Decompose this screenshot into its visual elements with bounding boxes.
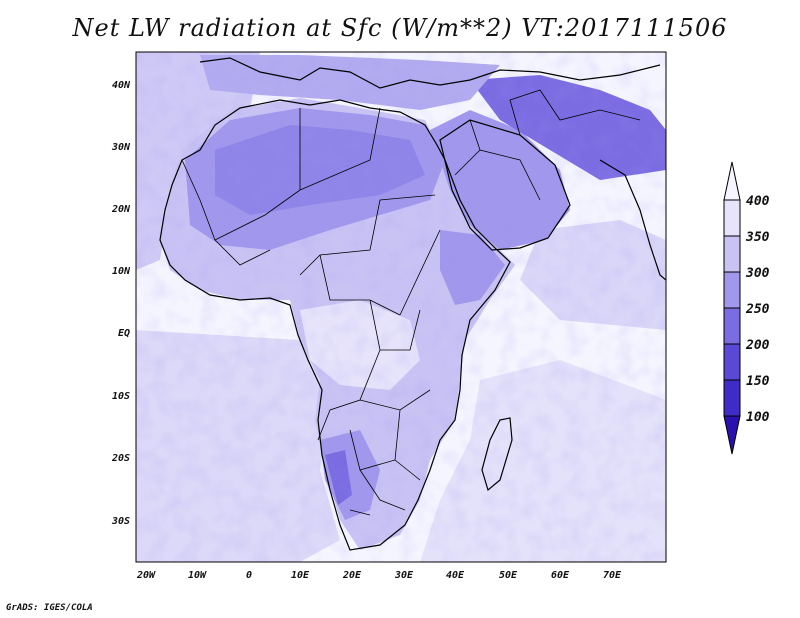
lon-label-10e: 10E xyxy=(291,570,310,581)
lat-label-10s: 10S xyxy=(112,391,130,402)
field-texture xyxy=(136,52,666,562)
colorbar-bottom-arrow xyxy=(723,415,741,455)
colorbar-label-100: 100 xyxy=(746,410,770,425)
lat-label-10n: 10N xyxy=(112,266,131,277)
colorbar-labels: 400 350 300 250 200 150 100 xyxy=(745,194,770,425)
africa-coastline xyxy=(159,99,511,551)
europe-coast xyxy=(199,57,661,89)
lon-label-60e: 60E xyxy=(551,570,570,581)
lon-label-10w: 10W xyxy=(188,570,207,581)
colorbar-top-arrow xyxy=(723,161,741,201)
lat-label-30n: 30N xyxy=(111,142,131,153)
lon-label-30e: 30E xyxy=(394,570,414,581)
map-frame xyxy=(135,51,667,563)
lon-label-0: 0 xyxy=(246,570,252,581)
lat-label-20s: 20S xyxy=(111,453,130,464)
country-borders xyxy=(181,89,641,516)
lon-label-20w: 20W xyxy=(136,570,156,581)
colorbar-label-350: 350 xyxy=(745,230,770,245)
colorbar-swatch-150 xyxy=(723,379,741,417)
colorbar-label-250: 250 xyxy=(745,302,770,317)
map-title: Net LW radiation at Sfc (W/m**2) VT:2017… xyxy=(72,14,728,42)
colorbar-label-400: 400 xyxy=(746,194,770,209)
lon-label-20e: 20E xyxy=(342,570,362,581)
lat-label-eq: EQ xyxy=(118,328,130,339)
arabia-coast xyxy=(439,119,571,251)
lat-label-40n: 40N xyxy=(112,80,131,91)
map-plot-area xyxy=(136,52,666,562)
colorbar-label-200: 200 xyxy=(745,338,770,353)
coastlines xyxy=(159,57,666,551)
colorbar xyxy=(723,161,741,455)
lon-label-70e: 70E xyxy=(603,570,622,581)
longitude-labels: 20W 10W 0 10E 20E 30E 40E 50E 60E 70E xyxy=(136,570,622,581)
colorbar-swatch-300 xyxy=(723,271,741,309)
colorbar-swatch-350 xyxy=(723,235,741,273)
lon-label-50e: 50E xyxy=(499,570,518,581)
colorbar-label-150: 150 xyxy=(746,374,770,389)
colorbar-label-300: 300 xyxy=(745,266,770,281)
grads-credit: GrADS: IGES/COLA xyxy=(6,603,93,613)
madagascar-coast xyxy=(481,417,513,492)
colorbar-swatch-200 xyxy=(723,343,741,381)
colorbar-swatch-250 xyxy=(723,307,741,345)
latitude-labels: 40N 30N 20N 10N EQ 10S 20S 30S xyxy=(111,80,131,527)
lat-label-20n: 20N xyxy=(111,204,131,215)
lon-label-40e: 40E xyxy=(446,570,465,581)
india-coast xyxy=(599,159,666,281)
border-lines xyxy=(181,107,441,516)
colorbar-swatch-400 xyxy=(723,199,741,237)
lat-label-30s: 30S xyxy=(111,516,130,527)
middle-east-borders xyxy=(454,89,641,201)
